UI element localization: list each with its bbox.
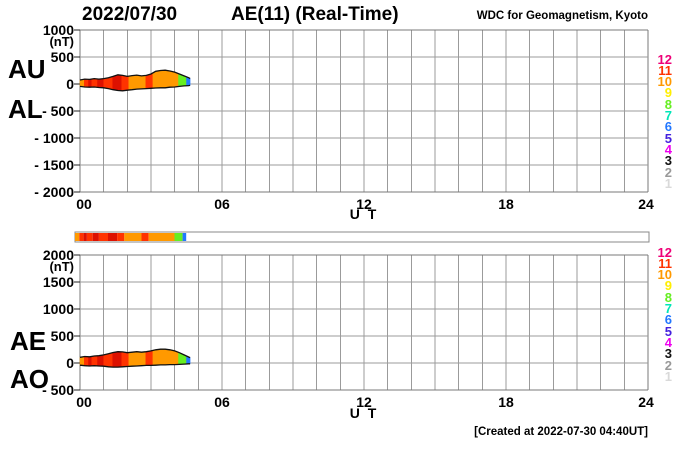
ytick-label-panel_bottom: - 500 (42, 382, 74, 398)
station-count-7: 7 (664, 108, 672, 123)
station-count-4: 4 (664, 334, 672, 350)
station-count-1: 1 (664, 175, 672, 191)
xtick-label-panel_bottom: 00 (76, 394, 92, 410)
wdc-credit: WDC for Geomagnetism, Kyoto (476, 10, 648, 22)
ytick-label-panel_bottom: 500 (50, 328, 74, 344)
ytick-label-panel_bottom: 2000 (42, 247, 74, 263)
ytick-label-panel_top: 500 (50, 49, 74, 65)
xtick-label-panel_top: 18 (498, 196, 514, 212)
ytick-label-panel_top: - 2000 (34, 184, 74, 200)
station-count-8: 8 (664, 289, 672, 305)
xtick-label-panel_top: 24 (638, 196, 654, 212)
ytick-label-panel_bottom: 0 (66, 355, 74, 371)
index-label-al: AL (8, 94, 43, 124)
unit-label-bottom: (nT) (49, 259, 74, 274)
ytick-label-panel_top: 0 (66, 76, 74, 92)
station-count-2: 2 (664, 357, 672, 373)
station-count-2: 2 (664, 164, 672, 180)
station-count-4: 4 (664, 141, 672, 157)
index-label-ae: AE (10, 326, 47, 356)
station-count-7: 7 (664, 301, 672, 316)
station-count-3: 3 (664, 346, 672, 362)
station-count-10: 10 (657, 74, 672, 90)
station-count-8: 8 (664, 96, 672, 112)
station-count-5: 5 (664, 323, 672, 339)
unit-label-top: (nT) (49, 34, 74, 49)
index-label-au: AU (8, 54, 46, 84)
station-count-9: 9 (664, 278, 672, 294)
plot-date: 2022/07/30 (82, 4, 178, 25)
xtick-label-panel_top: 06 (214, 196, 230, 212)
xtick-label-panel_bottom: 06 (214, 394, 230, 410)
station-count-11: 11 (658, 255, 672, 271)
created-note: [Created at 2022-07-30 04:40UT] (474, 426, 648, 438)
ytick-label-panel_bottom: 1500 (42, 274, 74, 290)
ytick-label-panel_top: - 1000 (34, 130, 74, 146)
station-count-9: 9 (664, 85, 672, 101)
ytick-label-panel_top: - 500 (42, 103, 74, 119)
ytick-label-panel_top: - 1500 (34, 157, 74, 173)
station-count-1: 1 (664, 368, 672, 384)
ytick-label-panel_bottom: 1000 (42, 301, 74, 317)
xtick-label-panel_top: 00 (76, 196, 92, 212)
station-count-12: 12 (657, 51, 672, 67)
station-count-5: 5 (664, 130, 672, 146)
station-count-12: 12 (657, 244, 672, 260)
station-count-3: 3 (664, 153, 672, 169)
station-count-6: 6 (664, 119, 672, 135)
station-count-11: 11 (658, 62, 672, 78)
xtick-label-panel_bottom: 12 (356, 394, 372, 410)
station-count-6: 6 (664, 312, 672, 328)
xtick-label-panel_bottom: 24 (638, 394, 654, 410)
xtick-label-panel_bottom: 18 (498, 394, 514, 410)
plot-title: AE(11) (Real-Time) (231, 4, 399, 25)
ut-axis-label-top: U T (349, 206, 379, 222)
xtick-label-panel_top: 12 (356, 196, 372, 212)
ytick-label-panel_top: 1000 (42, 22, 74, 38)
station-count-10: 10 (657, 267, 672, 283)
index-label-ao: AO (10, 364, 49, 394)
ut-axis-label-bottom: U T (349, 405, 379, 421)
